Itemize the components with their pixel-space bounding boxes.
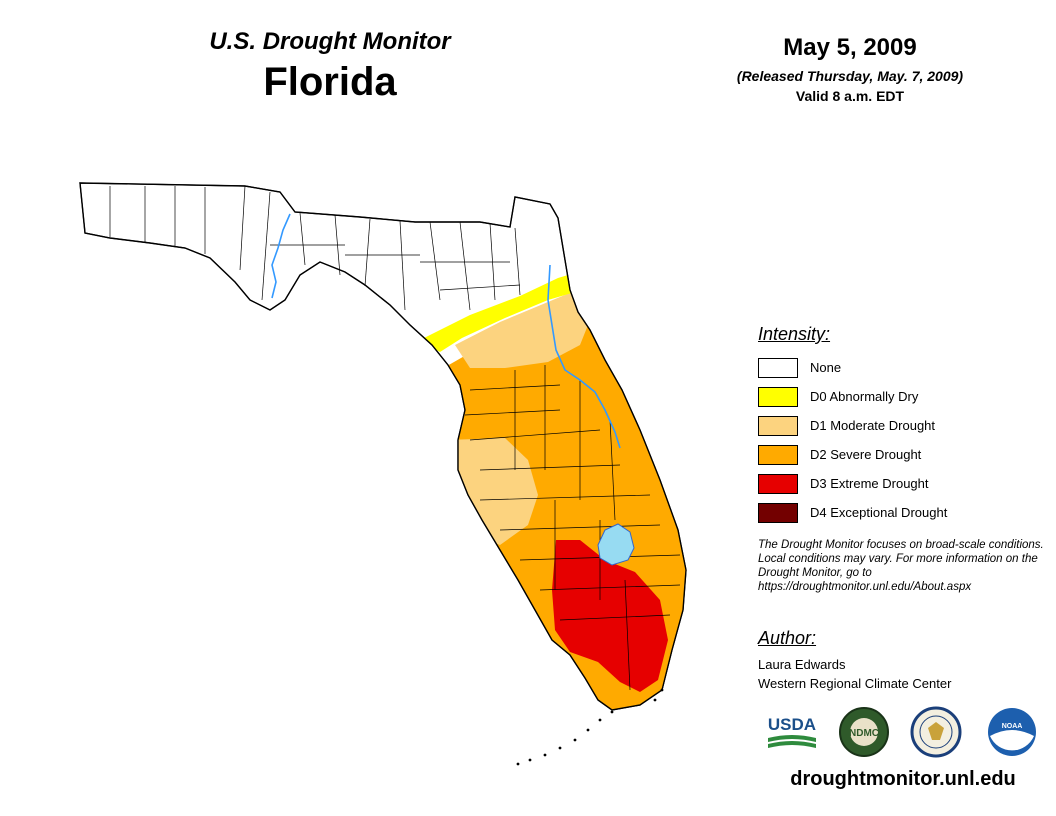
legend-swatch — [758, 415, 798, 436]
legend-swatch — [758, 357, 798, 378]
state-outline — [79, 182, 687, 711]
legend-label: D0 Abnormally Dry — [810, 389, 919, 404]
legend-item-d4: D4 Exceptional Drought — [758, 498, 1048, 527]
noaa-logo: NOAA — [988, 708, 1036, 756]
legend-item-d0: D0 Abnormally Dry — [758, 382, 1048, 411]
florida-drought-map — [79, 182, 687, 766]
usda-logo-text: USDA — [768, 715, 816, 734]
legend-item-none: None — [758, 353, 1048, 382]
d3-extreme-area — [552, 540, 668, 692]
legend-label: D1 Moderate Drought — [810, 418, 936, 433]
product-name: U.S. Drought Monitor — [209, 28, 451, 55]
legend-item-d3: D3 Extreme Drought — [758, 469, 1048, 498]
legend: Intensity: None D0 Abnormally Dry D1 Mod… — [758, 324, 1048, 527]
ndmc-logo-text: NDMC — [849, 728, 879, 739]
region-name: Florida — [263, 60, 397, 104]
st-johns-river — [547, 264, 621, 449]
legend-swatch — [758, 444, 798, 465]
lake-okeechobee — [597, 523, 635, 566]
author-block: Author: Laura Edwards Western Regional C… — [758, 628, 1048, 693]
ndmc-logo: NDMC — [839, 707, 889, 757]
legend-heading: Intensity: — [758, 324, 831, 344]
legend-swatch — [758, 473, 798, 494]
apalachicola-river — [271, 213, 291, 299]
title-block: U.S. Drought Monitor Florida — [180, 28, 480, 105]
release-date: (Released Thursday, May. 7, 2009) — [736, 68, 964, 84]
d0-abnormally-dry — [420, 272, 582, 352]
legend-label: D3 Extreme Drought — [810, 476, 929, 491]
legend-label: None — [810, 360, 842, 375]
date-block: May 5, 2009 (Released Thursday, May. 7, … — [680, 34, 1020, 104]
partner-logos: USDA NDMC NOAA — [764, 706, 1044, 762]
legend-item-d2: D2 Severe Drought — [758, 440, 1048, 469]
county-lines — [109, 185, 681, 691]
valid-time: Valid 8 a.m. EDT — [795, 88, 905, 104]
usda-logo: USDA — [768, 715, 816, 748]
legend-label: D2 Severe Drought — [810, 447, 922, 462]
doc-seal-logo — [910, 706, 962, 758]
author-heading: Author: — [758, 628, 817, 648]
author-name: Laura Edwards — [758, 657, 846, 672]
author-org: Western Regional Climate Center — [758, 676, 952, 691]
website-link[interactable]: droughtmonitor.unl.edu — [790, 768, 1016, 790]
legend-swatch — [758, 386, 798, 407]
florida-keys — [516, 688, 664, 766]
legend-item-d1: D1 Moderate Drought — [758, 411, 1048, 440]
legend-label: D4 Exceptional Drought — [810, 505, 948, 520]
disclaimer-note: The Drought Monitor focuses on broad-sca… — [758, 539, 1044, 593]
map-date: May 5, 2009 — [783, 34, 917, 61]
legend-swatch — [758, 502, 798, 523]
noaa-logo-text: NOAA — [1002, 723, 1023, 730]
